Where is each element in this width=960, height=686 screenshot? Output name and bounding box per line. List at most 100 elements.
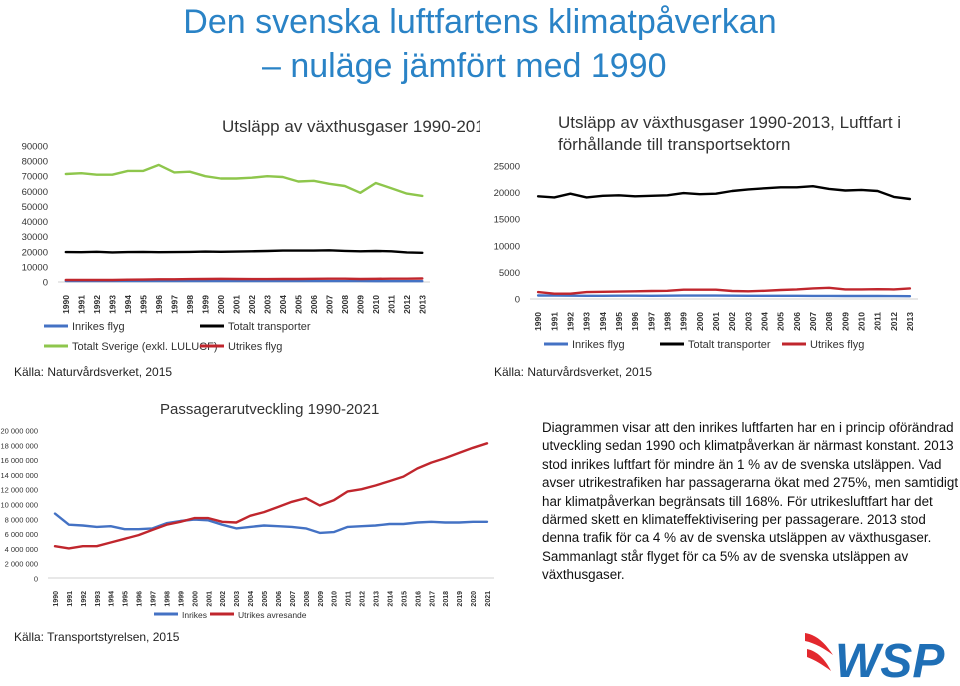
x-tick-label: 2014 — [387, 591, 394, 607]
x-tick-label: 2012 — [402, 295, 412, 314]
x-tick-label: 1993 — [95, 591, 102, 607]
y-tick-label: 70000 — [22, 172, 48, 183]
legend-label: Utrikes flyg — [810, 339, 864, 351]
x-tick-label: 1998 — [164, 591, 171, 607]
x-tick-label: 1990 — [533, 312, 543, 331]
series-line — [536, 184, 912, 201]
y-tick-label: 0 — [43, 278, 48, 289]
series-line — [536, 294, 912, 298]
x-tick-label: 1999 — [178, 591, 185, 607]
x-tick-label: 1993 — [582, 312, 592, 331]
y-tick-label: 60000 — [22, 187, 48, 198]
x-tick-label: 1997 — [169, 295, 179, 314]
y-tick-label: 50000 — [22, 202, 48, 213]
y-tick-label: 6 000 000 — [5, 530, 38, 539]
series-line — [64, 249, 424, 255]
y-tick-label: 20000 — [22, 247, 48, 258]
y-tick-label: 4 000 000 — [5, 545, 38, 554]
x-tick-label: 1992 — [81, 591, 88, 607]
x-tick-label: 1999 — [200, 295, 210, 314]
series-line — [64, 277, 424, 282]
x-tick-label: 2002 — [727, 312, 737, 331]
x-tick-label: 2000 — [192, 591, 199, 607]
x-tick-label: 2004 — [278, 295, 288, 314]
legend-label: Totalt Sverige (exkl. LULUCF) — [72, 341, 218, 353]
x-tick-label: 2006 — [792, 312, 802, 331]
x-tick-label: 2015 — [401, 591, 408, 607]
y-tick-label: 0 — [515, 295, 520, 306]
y-tick-label: 10000 — [494, 241, 520, 252]
series-line — [536, 286, 912, 295]
legend-label: Inrikes — [182, 610, 207, 620]
wsp-logo: WSP — [805, 633, 945, 683]
x-tick-label: 1999 — [679, 312, 689, 331]
x-tick-label: 2000 — [695, 312, 705, 331]
y-tick-label: 25000 — [494, 162, 520, 173]
y-tick-label: 16 000 000 — [0, 456, 38, 465]
x-tick-label: 1997 — [151, 591, 158, 607]
y-tick-label: 80000 — [22, 157, 48, 168]
x-tick-label: 2012 — [889, 312, 899, 331]
legend-label: Totalt transporter — [688, 339, 771, 351]
x-tick-label: 2010 — [856, 312, 866, 331]
x-tick-label: 2001 — [206, 591, 213, 607]
x-tick-label: 2005 — [293, 295, 303, 314]
x-tick-label: 2009 — [355, 295, 365, 314]
x-tick-label: 1997 — [646, 312, 656, 331]
x-tick-label: 1996 — [137, 591, 144, 607]
y-tick-label: 40000 — [22, 217, 48, 228]
x-tick-label: 1996 — [154, 295, 164, 314]
series-line — [53, 442, 489, 550]
x-tick-label: 2008 — [824, 312, 834, 331]
chart-emissions-sweden: Utsläpp av växthusgaser 1990-2013 0 10000 2… — [22, 117, 480, 353]
x-tick-label: 2013 — [905, 312, 915, 331]
legend-label: Utrikes avresande — [238, 610, 307, 620]
x-tick-label: 2011 — [386, 295, 396, 314]
chart-title-line: förhållande till transportsektorn — [558, 135, 790, 154]
x-tick-label: 1992 — [565, 312, 575, 331]
x-tick-label: 2011 — [873, 312, 883, 331]
x-tick-label: 2007 — [290, 591, 297, 607]
x-tick-label: 1993 — [107, 295, 117, 314]
x-tick-label: 2004 — [759, 312, 769, 331]
logo-mark-red — [805, 633, 833, 671]
x-tick-label: 1995 — [138, 295, 148, 314]
x-tick-label: 2005 — [262, 591, 269, 607]
y-tick-label: 20 000 000 — [0, 427, 38, 436]
x-tick-label: 2003 — [234, 591, 241, 607]
y-tick-label: 90000 — [22, 142, 48, 153]
x-tick-label: 1990 — [53, 591, 60, 607]
logo-wordmark: WSP — [835, 635, 945, 683]
y-tick-label: 8 000 000 — [5, 515, 38, 524]
legend-label: Utrikes flyg — [228, 341, 282, 353]
page-title-line-1: Den svenska luftfartens klimatpåverkan — [183, 3, 777, 41]
x-tick-label: 1992 — [92, 295, 102, 314]
x-tick-label: 2001 — [711, 312, 721, 331]
legend-label: Inrikes flyg — [572, 339, 625, 351]
chart-title-line: Utsläpp av växthusgaser 1990-2013, Luftf… — [558, 113, 901, 132]
chart-title: Utsläpp av växthusgaser 1990-2013 — [222, 117, 480, 136]
x-tick-label: 1991 — [549, 312, 559, 331]
x-tick-label: 2018 — [443, 591, 450, 607]
x-tick-label: 1995 — [614, 312, 624, 331]
y-tick-label: 10000 — [22, 262, 48, 273]
description-text: Diagrammen visar att den inrikes luftfar… — [542, 420, 959, 583]
x-tick-label: 2010 — [371, 295, 381, 314]
chart-emissions-aviation-vs-transport: Utsläpp av växthusgaser 1990-2013, Luftf… — [494, 113, 918, 351]
y-tick-label: 12 000 000 — [0, 486, 38, 495]
x-tick-label: 2012 — [360, 591, 367, 607]
y-tick-label: 30000 — [22, 232, 48, 243]
x-tick-label: 1991 — [67, 591, 74, 607]
x-tick-label: 2005 — [776, 312, 786, 331]
x-tick-label: 2007 — [808, 312, 818, 331]
y-tick-label: 14 000 000 — [0, 471, 38, 480]
x-tick-label: 2013 — [374, 591, 381, 607]
x-tick-label: 2013 — [417, 295, 427, 314]
x-tick-label: 1990 — [61, 295, 71, 314]
page-title-line-2: – nuläge jämfört med 1990 — [262, 47, 667, 85]
chart-passenger-development: Passagerarutveckling 1990-2021 0 2 000 000… — [0, 401, 494, 620]
x-tick-label: 2011 — [346, 591, 353, 606]
x-tick-label: 2016 — [415, 591, 422, 607]
x-tick-label: 2003 — [262, 295, 272, 314]
chart-source-emissions-sweden: Källa: Naturvårdsverket, 2015 — [14, 365, 173, 379]
